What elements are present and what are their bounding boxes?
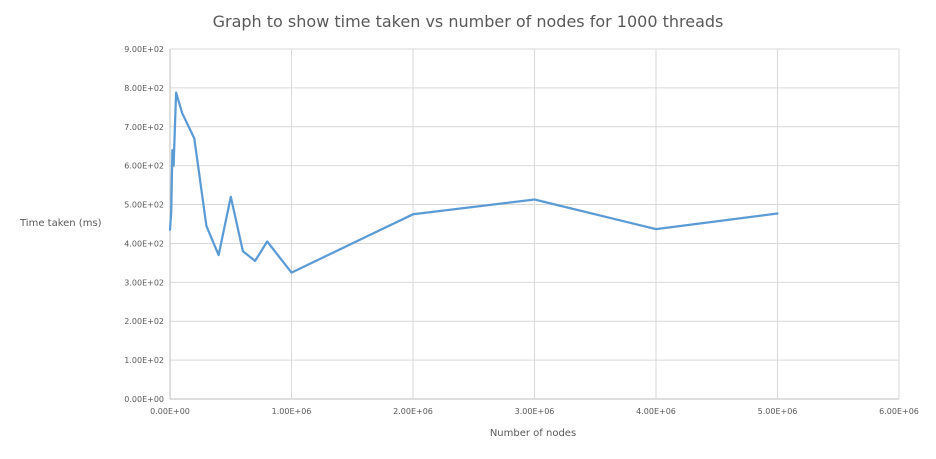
x-tick-label: 2.00E+06 bbox=[393, 407, 433, 416]
y-tick-label: 5.00E+02 bbox=[124, 201, 164, 210]
x-tick-label: 6.00E+06 bbox=[879, 407, 919, 416]
x-tick-label: 5.00E+06 bbox=[758, 407, 798, 416]
y-tick-label: 6.00E+02 bbox=[124, 162, 164, 171]
x-tick-label: 0.00E+00 bbox=[150, 407, 190, 416]
chart-title: Graph to show time taken vs number of no… bbox=[212, 12, 724, 31]
x-axis-label: Number of nodes bbox=[489, 428, 577, 439]
y-tick-label: 0.00E+00 bbox=[124, 395, 164, 404]
y-tick-label: 2.00E+02 bbox=[124, 317, 164, 326]
x-tick-label: 4.00E+06 bbox=[636, 407, 676, 416]
y-tick-label: 8.00E+02 bbox=[124, 84, 164, 93]
y-tick-label: 9.00E+02 bbox=[124, 45, 164, 54]
y-tick-label: 3.00E+02 bbox=[124, 278, 164, 287]
y-tick-label: 7.00E+02 bbox=[124, 123, 164, 132]
x-tick-label: 3.00E+06 bbox=[515, 407, 555, 416]
y-tick-label: 4.00E+02 bbox=[124, 239, 164, 248]
x-tick-label: 1.00E+06 bbox=[272, 407, 312, 416]
y-tick-label: 1.00E+02 bbox=[124, 356, 164, 365]
y-axis-label: Time taken (ms) bbox=[20, 218, 102, 229]
series-line bbox=[168, 91, 779, 274]
